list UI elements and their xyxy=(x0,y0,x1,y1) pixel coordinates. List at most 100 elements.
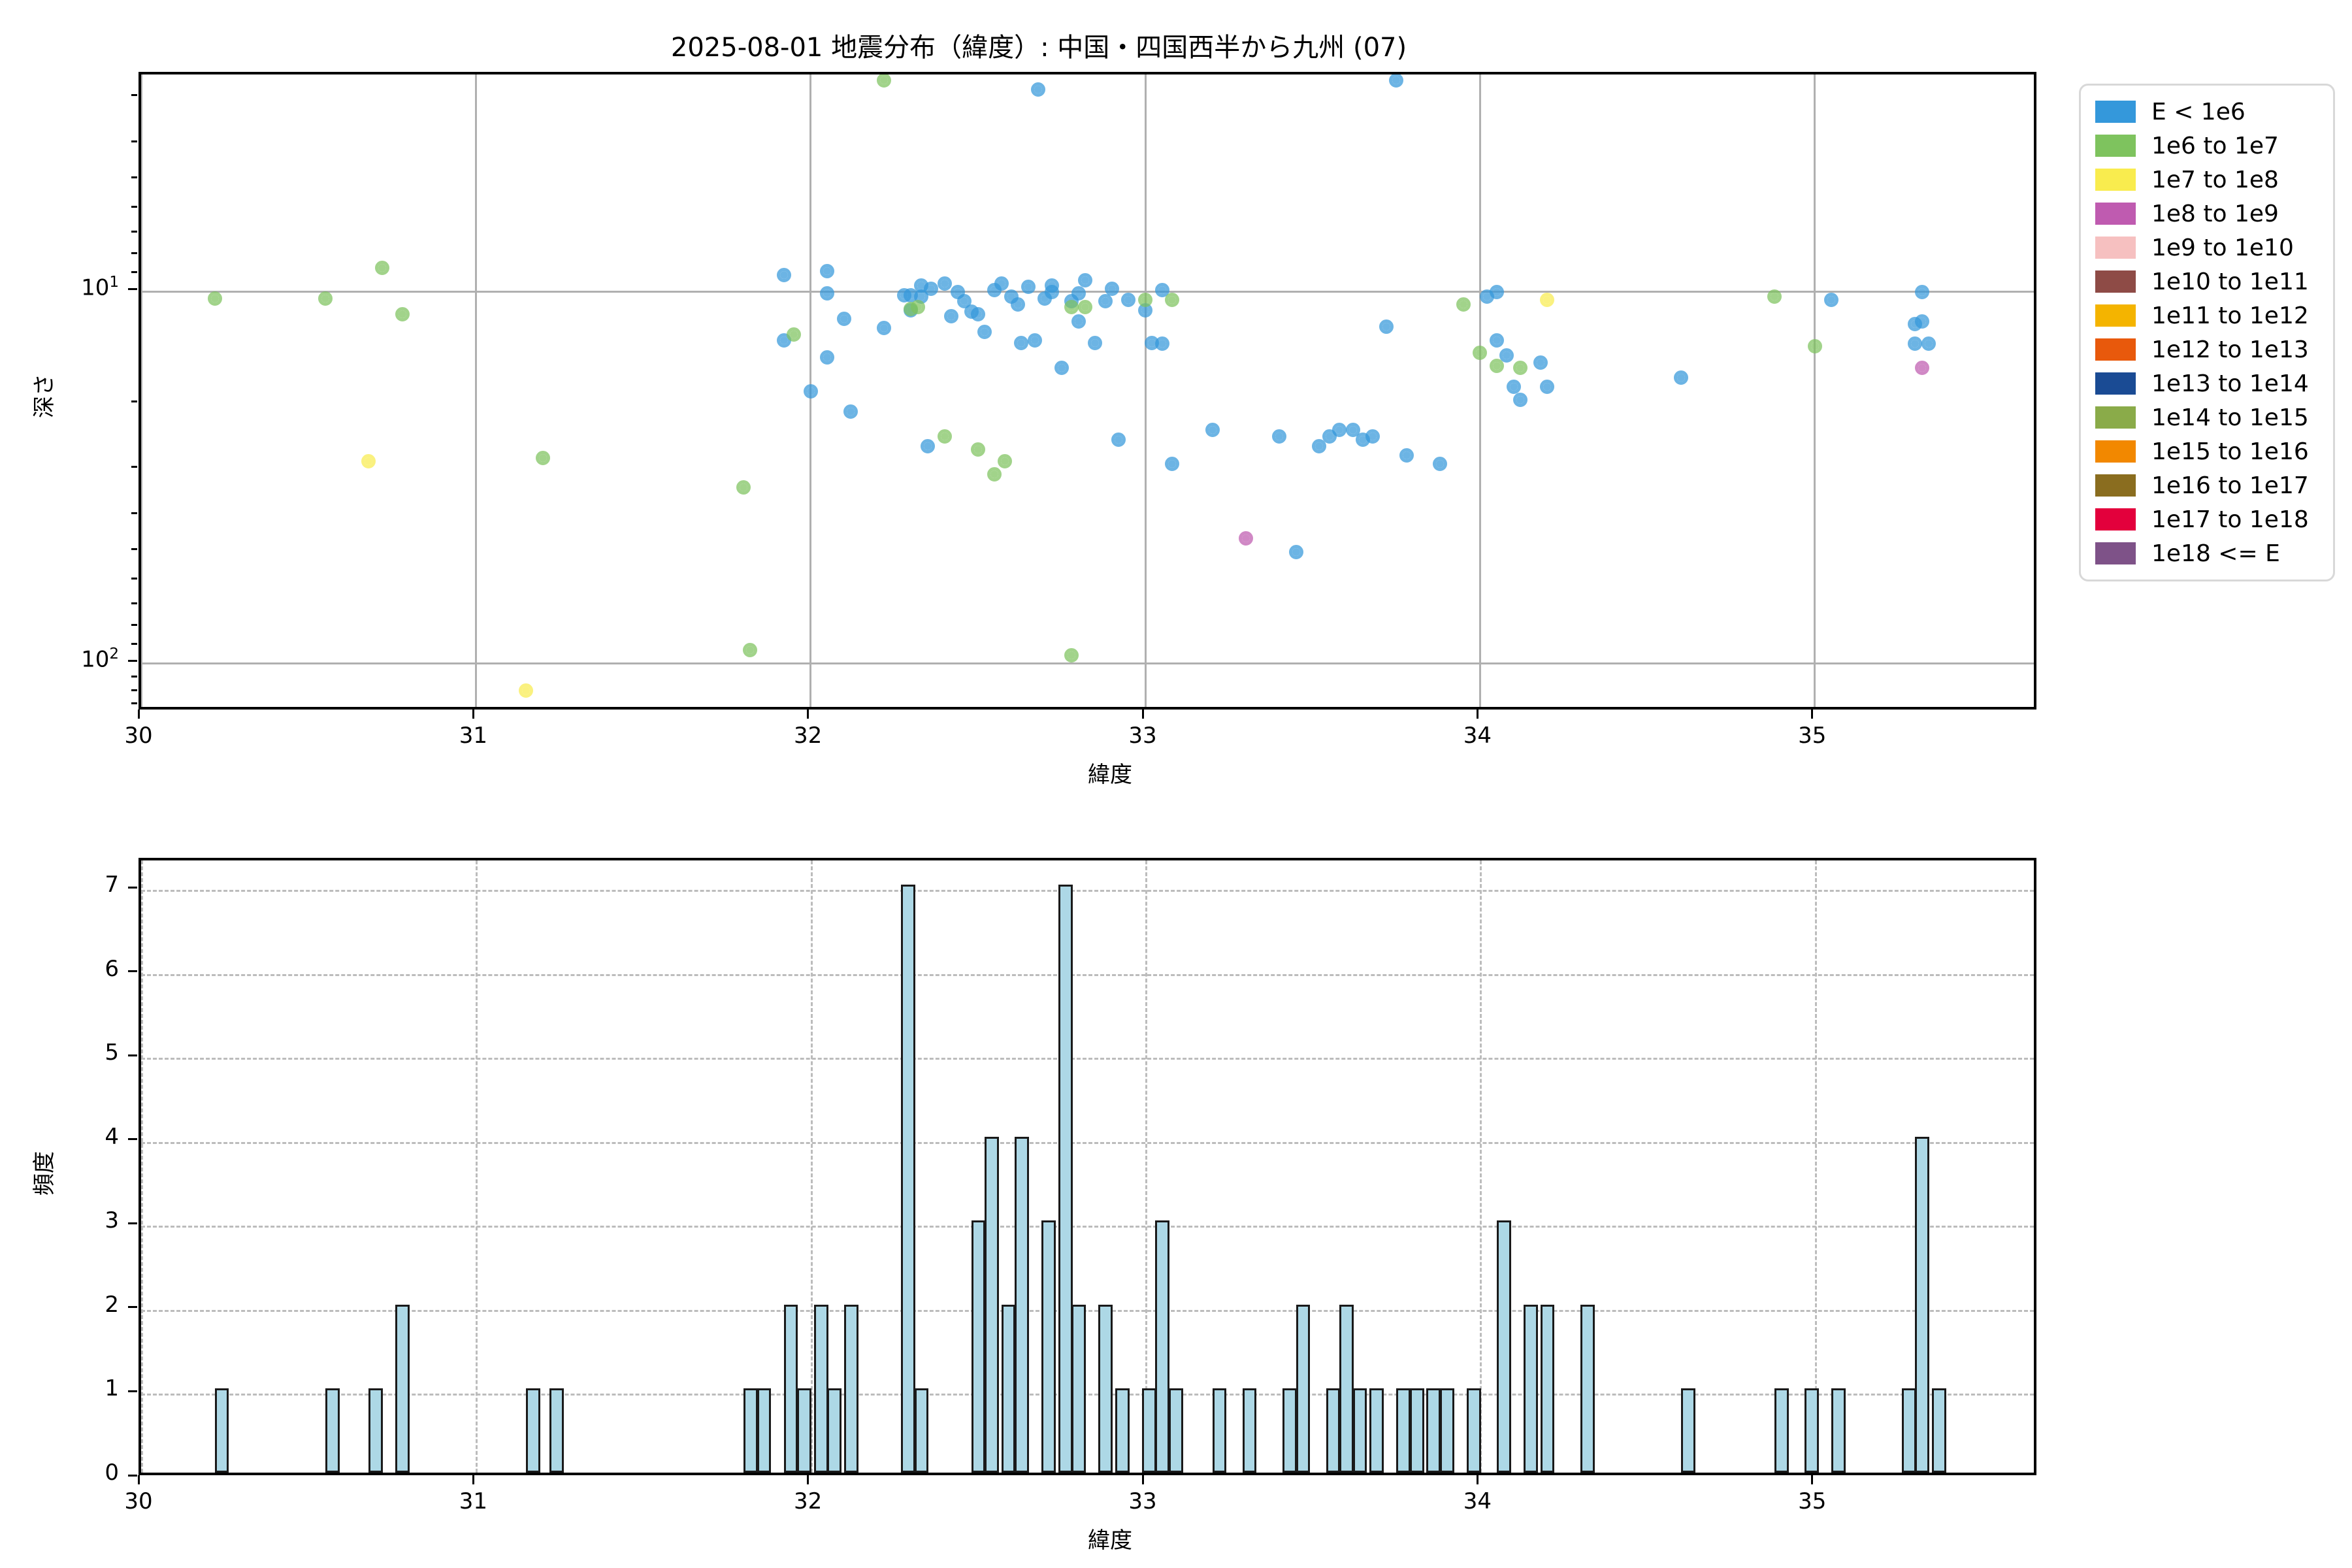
scatter-point xyxy=(361,453,376,468)
histogram-x-tick-label: 34 xyxy=(1463,1488,1492,1514)
histogram-x-tick-label: 30 xyxy=(124,1488,153,1514)
histogram-x-tick xyxy=(1476,1475,1478,1484)
legend-item[interactable]: 1e9 to 1e10 xyxy=(2081,231,2333,265)
histogram-bar xyxy=(1339,1304,1354,1473)
histogram-gridline-h xyxy=(141,973,2034,976)
legend-item[interactable]: 1e6 to 1e7 xyxy=(2081,129,2333,163)
legend-item-label: 1e7 to 1e8 xyxy=(2151,166,2279,193)
legend-item-label: 1e14 to 1e15 xyxy=(2151,404,2309,431)
scatter-point xyxy=(1014,335,1029,350)
scatter-y-minor-tick xyxy=(131,206,137,208)
scatter-y-minor-tick xyxy=(131,271,137,274)
histogram-bar xyxy=(1115,1388,1130,1473)
scatter-point xyxy=(1389,74,1404,88)
scatter-point xyxy=(1165,292,1180,307)
scatter-plot-panel xyxy=(139,72,2036,710)
scatter-point xyxy=(1138,292,1153,307)
histogram-bar xyxy=(743,1388,758,1473)
histogram-bar xyxy=(1580,1304,1595,1473)
scatter-y-minor-tick xyxy=(131,231,137,233)
legend-item[interactable]: 1e12 to 1e13 xyxy=(2081,333,2333,367)
scatter-point xyxy=(1539,292,1554,307)
legend-item[interactable]: 1e8 to 1e9 xyxy=(2081,197,2333,231)
legend-color-swatch xyxy=(2095,169,2136,191)
legend-color-swatch xyxy=(2095,304,2136,327)
histogram-bar xyxy=(1242,1388,1257,1473)
histogram-bar xyxy=(843,1304,858,1473)
scatter-point xyxy=(1914,314,1929,329)
scatter-x-tick-label: 31 xyxy=(459,723,487,749)
scatter-point xyxy=(743,643,758,658)
histogram-x-tick-label: 32 xyxy=(794,1488,823,1514)
histogram-bar xyxy=(549,1388,564,1473)
legend-color-swatch xyxy=(2095,101,2136,123)
scatter-plot-area xyxy=(141,74,2034,707)
scatter-point xyxy=(1914,284,1929,299)
scatter-point xyxy=(1345,422,1360,437)
scatter-gridline-h xyxy=(141,291,2034,293)
legend-item[interactable]: 1e11 to 1e12 xyxy=(2081,299,2333,333)
legend-color-swatch xyxy=(2095,203,2136,225)
histogram-gridline-v xyxy=(810,860,813,1473)
scatter-gridline-v xyxy=(141,74,142,707)
legend-item[interactable]: 1e13 to 1e14 xyxy=(2081,367,2333,400)
scatter-y-minor-tick xyxy=(131,689,137,692)
histogram-x-tick xyxy=(1811,1475,1814,1484)
scatter-point xyxy=(1490,358,1504,373)
scatter-point xyxy=(1154,283,1169,298)
scatter-y-minor-tick xyxy=(131,252,137,255)
histogram-bar xyxy=(797,1388,811,1473)
histogram-bar xyxy=(395,1304,410,1473)
scatter-point xyxy=(987,467,1002,482)
scatter-point xyxy=(1365,429,1380,444)
scatter-point xyxy=(1054,361,1069,375)
histogram-bar xyxy=(1426,1388,1441,1473)
histogram-panel xyxy=(139,858,2036,1475)
histogram-x-tick-label: 33 xyxy=(1128,1488,1157,1514)
scatter-x-tick-label: 32 xyxy=(794,723,823,749)
scatter-point xyxy=(1027,333,1042,348)
scatter-point xyxy=(374,260,389,275)
scatter-point xyxy=(1271,429,1286,444)
scatter-point xyxy=(877,321,892,335)
legend-item-label: 1e9 to 1e10 xyxy=(2151,234,2294,261)
legend-item[interactable]: 1e18 <= E xyxy=(2081,536,2333,570)
legend-item[interactable]: E < 1e6 xyxy=(2081,95,2333,129)
histogram-x-tick xyxy=(137,1475,140,1484)
scatter-point xyxy=(519,683,534,698)
legend-item-label: 1e6 to 1e7 xyxy=(2151,132,2279,159)
scatter-y-minor-tick xyxy=(131,93,137,96)
scatter-point xyxy=(977,324,992,339)
legend-item[interactable]: 1e14 to 1e15 xyxy=(2081,400,2333,434)
scatter-y-minor-tick xyxy=(131,675,137,678)
energy-legend: E < 1e6 1e6 to 1e7 1e7 to 1e8 1e8 to 1e9 1e9… xyxy=(2079,84,2335,581)
scatter-point xyxy=(937,276,952,291)
scatter-point xyxy=(1506,380,1521,395)
legend-item[interactable]: 1e15 to 1e16 xyxy=(2081,434,2333,468)
scatter-y-tick-label: 101 xyxy=(81,273,119,301)
scatter-point xyxy=(776,333,791,348)
legend-item-label: 1e12 to 1e13 xyxy=(2151,336,2309,363)
scatter-point xyxy=(1473,346,1488,361)
legend-item[interactable]: 1e16 to 1e17 xyxy=(2081,468,2333,502)
histogram-bar xyxy=(757,1388,772,1473)
scatter-y-minor-tick xyxy=(131,702,137,705)
scatter-point xyxy=(1432,456,1447,471)
scatter-y-minor-tick xyxy=(131,602,137,605)
legend-color-swatch xyxy=(2095,440,2136,463)
scatter-point xyxy=(1021,280,1036,295)
histogram-y-tick-label: 6 xyxy=(105,955,119,982)
scatter-point xyxy=(937,429,952,444)
scatter-point xyxy=(843,404,858,419)
legend-item[interactable]: 1e7 to 1e8 xyxy=(2081,163,2333,197)
histogram-y-tick-label: 0 xyxy=(105,1460,119,1486)
histogram-x-axis-label: 緯度 xyxy=(1088,1527,1132,1554)
histogram-plot-area xyxy=(141,860,2034,1473)
scatter-point xyxy=(1071,314,1086,329)
scatter-point xyxy=(1011,297,1026,312)
legend-item[interactable]: 1e10 to 1e11 xyxy=(2081,265,2333,299)
legend-item[interactable]: 1e17 to 1e18 xyxy=(2081,502,2333,536)
scatter-y-axis-label: 深さ xyxy=(31,374,57,418)
page-title: 2025-08-01 地震分布（緯度）: 中国・四国西半から九州 (07) xyxy=(670,33,1407,63)
scatter-point xyxy=(1673,370,1688,385)
